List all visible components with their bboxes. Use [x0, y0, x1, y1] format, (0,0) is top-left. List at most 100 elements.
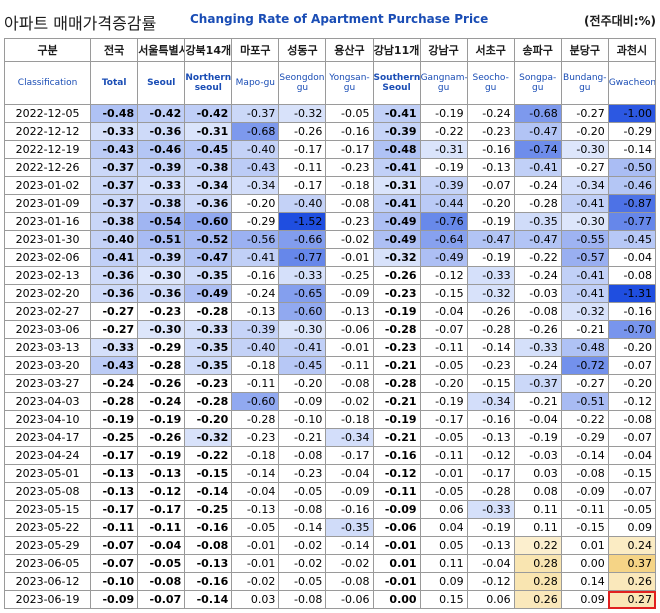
cell-northern: -0.22	[184, 446, 233, 465]
header-southern-en: Southern Seoul	[372, 61, 421, 105]
row-date: 2023-06-19	[3, 590, 92, 609]
cell-yongsan: -0.13	[325, 302, 374, 321]
cell-seocho: -0.23	[466, 122, 515, 141]
cell-bundang: 0.01	[560, 536, 609, 555]
table-row: 2023-02-13 -0.36 -0.30 -0.35 -0.16 -0.33 -0.25…	[3, 266, 657, 285]
cell-songpa: -0.24	[513, 266, 562, 285]
header-yongsan-kr: 용산구	[325, 38, 374, 62]
cell-southern: -0.28	[372, 320, 421, 339]
table-row: 2023-06-12 -0.10 -0.08 -0.16 -0.02 -0.05 -0.08…	[3, 572, 657, 591]
cell-bundang: -0.15	[560, 518, 609, 537]
cell-yongsan: -0.06	[325, 320, 374, 339]
row-date: 2023-01-09	[3, 194, 92, 213]
title-english: Changing Rate of Apartment Purchase Pric…	[190, 12, 489, 26]
cell-songpa: -0.35	[513, 212, 562, 231]
cell-seoul: -0.54	[137, 212, 186, 231]
cell-gangnam: -0.31	[419, 140, 468, 159]
header-classification-en: Classification	[3, 61, 92, 105]
table-row: 2023-01-16 -0.38 -0.54 -0.60 -0.29 -1.52 -0.23…	[3, 212, 657, 231]
table-row: 2023-05-01 -0.13 -0.13 -0.15 -0.14 -0.23 -0.04…	[3, 464, 657, 483]
cell-seocho: -0.07	[466, 176, 515, 195]
cell-northern: -0.14	[184, 482, 233, 501]
cell-bundang: -0.32	[560, 302, 609, 321]
cell-seoul: -0.26	[137, 374, 186, 393]
cell-gwacheon: 0.26	[607, 572, 657, 591]
cell-songpa: -0.24	[513, 176, 562, 195]
cell-seongdong: -0.05	[278, 482, 327, 501]
cell-southern: -0.23	[372, 338, 421, 357]
cell-mapo: -0.05	[231, 518, 280, 537]
cell-gwacheon: 0.24	[607, 536, 657, 555]
cell-seocho: -0.13	[466, 536, 515, 555]
row-date: 2023-03-20	[3, 356, 92, 375]
header-seoul-kr: 서울특별시	[137, 38, 186, 62]
cell-yongsan: -0.01	[325, 338, 374, 357]
cell-yongsan: -0.16	[325, 122, 374, 141]
cell-songpa: -0.28	[513, 194, 562, 213]
cell-seoul: -0.26	[137, 428, 186, 447]
cell-songpa: 0.11	[513, 500, 562, 519]
row-date: 2023-01-16	[3, 212, 92, 231]
cell-total: -0.43	[90, 356, 139, 375]
cell-seocho: -0.28	[466, 482, 515, 501]
cell-southern: 0.00	[372, 590, 421, 609]
cell-southern: 0.01	[372, 554, 421, 573]
cell-gwacheon: -0.07	[607, 428, 657, 447]
cell-southern: -0.21	[372, 356, 421, 375]
cell-seoul: -0.39	[137, 248, 186, 267]
table-row: 2023-05-29 -0.07 -0.04 -0.08 -0.01 -0.02 -0.14…	[3, 536, 657, 555]
cell-northern: -0.16	[184, 572, 233, 591]
cell-mapo: 0.03	[231, 590, 280, 609]
cell-bundang: -0.41	[560, 284, 609, 303]
header-seocho-en: Seocho-gu	[466, 61, 515, 105]
cell-yongsan: -0.23	[325, 212, 374, 231]
cell-gangnam: -0.05	[419, 482, 468, 501]
cell-seocho: -0.12	[466, 572, 515, 591]
cell-songpa: -0.37	[513, 374, 562, 393]
cell-southern: -0.01	[372, 536, 421, 555]
cell-yongsan: -0.08	[325, 374, 374, 393]
cell-gangnam: -0.04	[419, 302, 468, 321]
header-southern-kr: 강남11개	[372, 38, 421, 62]
table-row: 2023-01-09 -0.37 -0.38 -0.36 -0.20 -0.40 -0.08…	[3, 194, 657, 213]
cell-seocho: -0.33	[466, 266, 515, 285]
cell-total: -0.43	[90, 140, 139, 159]
cell-northern: -0.34	[184, 176, 233, 195]
table-row: 2023-03-13 -0.33 -0.29 -0.35 -0.40 -0.41 -0.01…	[3, 338, 657, 357]
title-bar: 아파트 매매가격증감률 Changing Rate of Apartment P…	[0, 0, 660, 38]
header-mapo-en: Mapo-gu	[231, 61, 280, 105]
cell-gangnam: -0.05	[419, 356, 468, 375]
cell-seongdong: -0.02	[278, 536, 327, 555]
cell-bundang: -0.11	[560, 500, 609, 519]
cell-total: -0.11	[90, 518, 139, 537]
cell-gangnam: -0.12	[419, 266, 468, 285]
unit-label: (전주대비:%)	[584, 14, 656, 28]
cell-gwacheon: -0.04	[607, 248, 657, 267]
cell-gangnam: 0.04	[419, 518, 468, 537]
cell-bundang: -0.27	[560, 374, 609, 393]
cell-northern: -0.35	[184, 338, 233, 357]
cell-bundang: -0.21	[560, 320, 609, 339]
cell-gangnam: -0.19	[419, 392, 468, 411]
cell-gangnam: -0.64	[419, 230, 468, 249]
table-row: 2023-01-02 -0.37 -0.33 -0.34 -0.34 -0.17 -0.18…	[3, 176, 657, 195]
cell-yongsan: -0.18	[325, 176, 374, 195]
cell-gwacheon: -0.16	[607, 302, 657, 321]
cell-gwacheon: -0.77	[607, 212, 657, 231]
cell-northern: -0.52	[184, 230, 233, 249]
cell-mapo: -0.41	[231, 248, 280, 267]
cell-gangnam: 0.06	[419, 500, 468, 519]
table-row: 2023-04-03 -0.28 -0.24 -0.28 -0.60 -0.09 -0.02…	[3, 392, 657, 411]
cell-total: -0.37	[90, 176, 139, 195]
cell-total: -0.17	[90, 446, 139, 465]
table-row: 2023-04-17 -0.25 -0.26 -0.32 -0.23 -0.21 -0.34…	[3, 428, 657, 447]
cell-seongdong: -0.32	[278, 104, 327, 123]
cell-southern: -0.21	[372, 392, 421, 411]
cell-yongsan: -0.02	[325, 554, 374, 573]
cell-seongdong: -0.60	[278, 302, 327, 321]
cell-southern: -0.23	[372, 284, 421, 303]
cell-total: -0.38	[90, 212, 139, 231]
cell-seoul: -0.51	[137, 230, 186, 249]
header-bundang-kr: 분당구	[560, 38, 609, 62]
cell-seongdong: -0.23	[278, 464, 327, 483]
